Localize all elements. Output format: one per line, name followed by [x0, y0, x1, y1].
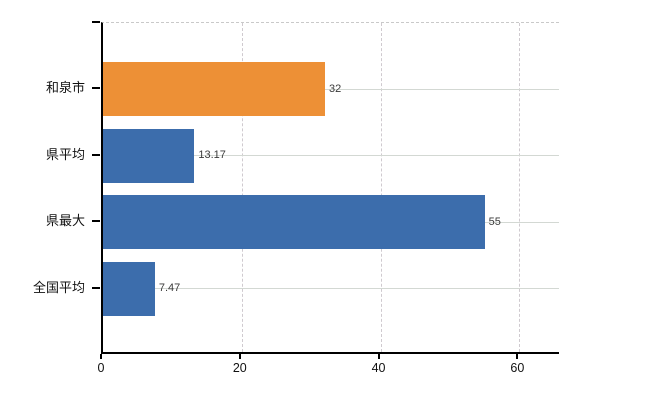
plot-area: 32 13.17 55 7.47 — [101, 22, 559, 354]
bar-value-label: 13.17 — [198, 149, 226, 162]
y-axis-tick — [92, 21, 100, 23]
y-axis-tick — [92, 286, 100, 289]
category-gridline — [103, 88, 559, 90]
x-tick-label: 40 — [371, 361, 386, 375]
category-gridline — [103, 155, 559, 157]
bar-value-label: 55 — [488, 215, 501, 228]
category-gridline — [103, 288, 559, 290]
category-label: 県平均 — [45, 146, 85, 162]
y-axis-tick — [92, 87, 100, 90]
bar-value-label: 32 — [329, 82, 342, 95]
x-axis-tick — [238, 354, 241, 359]
x-axis-tick — [516, 354, 519, 359]
x-tick-label: 20 — [232, 361, 247, 375]
x-tick-label: 0 — [97, 361, 105, 375]
bar-2 — [103, 128, 195, 183]
x-gridline — [241, 23, 243, 352]
bar-value-label: 7.47 — [158, 282, 181, 295]
bar-4 — [103, 261, 155, 316]
category-label: 県最大 — [45, 213, 85, 229]
category-label: 和泉市 — [45, 80, 85, 96]
x-axis-tick — [100, 354, 102, 359]
y-axis-tick — [92, 220, 100, 223]
category-label: 全国平均 — [32, 279, 85, 295]
y-axis-tick — [92, 153, 100, 156]
x-tick-label: 60 — [510, 361, 525, 375]
x-axis-tick — [377, 354, 380, 359]
x-gridline — [519, 23, 521, 352]
x-gridline — [380, 23, 382, 352]
bar-3 — [103, 195, 485, 250]
bar-1 — [103, 62, 326, 117]
